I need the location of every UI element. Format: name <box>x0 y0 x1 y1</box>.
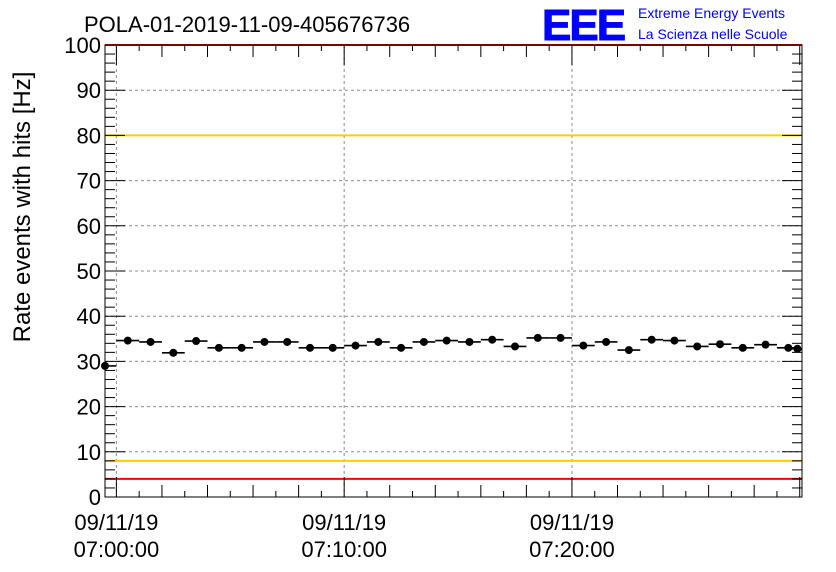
y-tick-label: 10 <box>77 440 101 465</box>
data-point <box>306 343 314 352</box>
data-point <box>283 337 292 346</box>
x-tick-labels: 09/11/1907:00:0009/11/1907:10:0009/11/19… <box>74 510 615 562</box>
y-tick-label: 50 <box>77 259 101 284</box>
y-tick-label: 90 <box>77 78 101 103</box>
data-point <box>556 333 565 342</box>
data-point <box>761 340 770 349</box>
data-point <box>716 340 724 349</box>
y-tick-label: 80 <box>77 123 101 148</box>
y-tick-label: 70 <box>77 169 101 194</box>
x-tick-label-date: 09/11/19 <box>74 510 158 535</box>
x-tick-label-date: 09/11/19 <box>302 510 386 535</box>
data-point <box>351 341 360 350</box>
data-series <box>101 333 802 370</box>
data-point <box>602 337 611 346</box>
data-point <box>442 336 451 345</box>
data-point <box>533 333 542 342</box>
plot-frame <box>104 44 803 498</box>
data-point <box>419 337 428 346</box>
data-point <box>465 337 474 346</box>
grid <box>105 45 802 497</box>
eee-logo-line1: Extreme Energy Events <box>638 5 785 21</box>
data-point <box>647 335 656 344</box>
data-point <box>374 337 383 346</box>
threshold-lines <box>105 44 802 480</box>
x-tick-label-time: 07:20:00 <box>529 537 615 562</box>
data-point <box>237 343 246 352</box>
data-point <box>670 336 679 345</box>
data-point <box>511 342 519 351</box>
chart-title: POLA-01-2019-11-09-405676736 <box>84 12 410 37</box>
y-tick-label: 40 <box>77 304 101 329</box>
data-point <box>738 343 747 352</box>
data-point <box>784 343 793 352</box>
data-point <box>260 337 269 346</box>
y-axis-title: Rate events with hits [Hz] <box>9 72 36 343</box>
data-point <box>123 336 132 345</box>
y-tick-label: 30 <box>77 349 101 374</box>
data-point <box>488 335 497 344</box>
data-point <box>579 341 588 350</box>
data-point <box>624 346 633 355</box>
data-point <box>214 343 223 352</box>
y-tick-label: 0 <box>89 485 101 510</box>
data-point <box>328 343 337 352</box>
data-point <box>192 337 201 346</box>
y-tick-label: 60 <box>77 214 101 239</box>
y-tick-label: 20 <box>77 395 101 420</box>
data-point <box>169 348 178 357</box>
eee-logo-line2: La Scienza nelle Scuole <box>638 26 788 42</box>
data-point <box>793 344 802 353</box>
x-tick-label-date: 09/11/19 <box>530 510 614 535</box>
data-point <box>146 337 155 346</box>
data-point <box>693 342 702 351</box>
x-tick-label-time: 07:10:00 <box>301 537 387 562</box>
eee-logo-mark: EEE <box>542 1 625 50</box>
eee-logo: EEE Extreme Energy Events La Scienza nel… <box>542 1 788 51</box>
y-tick-label: 100 <box>64 33 101 58</box>
y-tick-labels: 0 10 20 30 40 50 60 70 80 90 100 <box>64 33 101 510</box>
data-point <box>397 343 406 352</box>
x-tick-label-time: 07:00:00 <box>74 537 160 562</box>
